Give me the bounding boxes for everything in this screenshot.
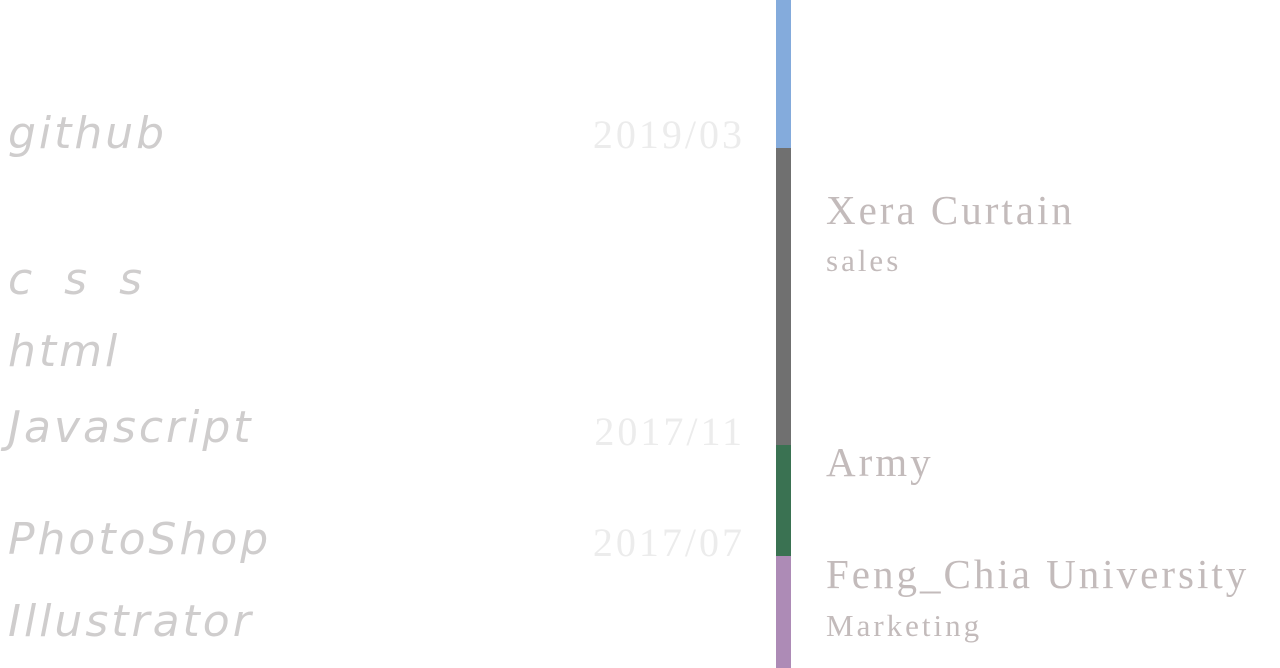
skill-javascript: Javascript xyxy=(8,402,254,453)
skill-photoshop: PhotoShop xyxy=(8,514,272,565)
entry-role-marketing: Marketing xyxy=(826,608,983,643)
timeline-segment-xera-curtain xyxy=(776,148,791,445)
timeline-segment-current xyxy=(776,0,791,148)
timeline-segment-feng-chia xyxy=(776,556,791,668)
date-2017-07: 2017/07 xyxy=(592,520,745,565)
entry-org-xera-curtain: Xera Curtain xyxy=(826,187,1075,233)
timeline-segment-army xyxy=(776,445,791,556)
entry-role-sales: sales xyxy=(826,243,902,278)
skill-html: html xyxy=(8,326,121,377)
skill-github: github xyxy=(8,108,168,159)
date-2019-03: 2019/03 xyxy=(592,112,745,157)
entry-org-feng-chia: Feng_Chia University xyxy=(826,551,1250,597)
date-2017-11: 2017/11 xyxy=(594,409,745,454)
entry-org-army: Army xyxy=(826,439,934,485)
skill-illustrator: Illustrator xyxy=(8,596,254,647)
skill-css: c s s xyxy=(8,254,152,305)
